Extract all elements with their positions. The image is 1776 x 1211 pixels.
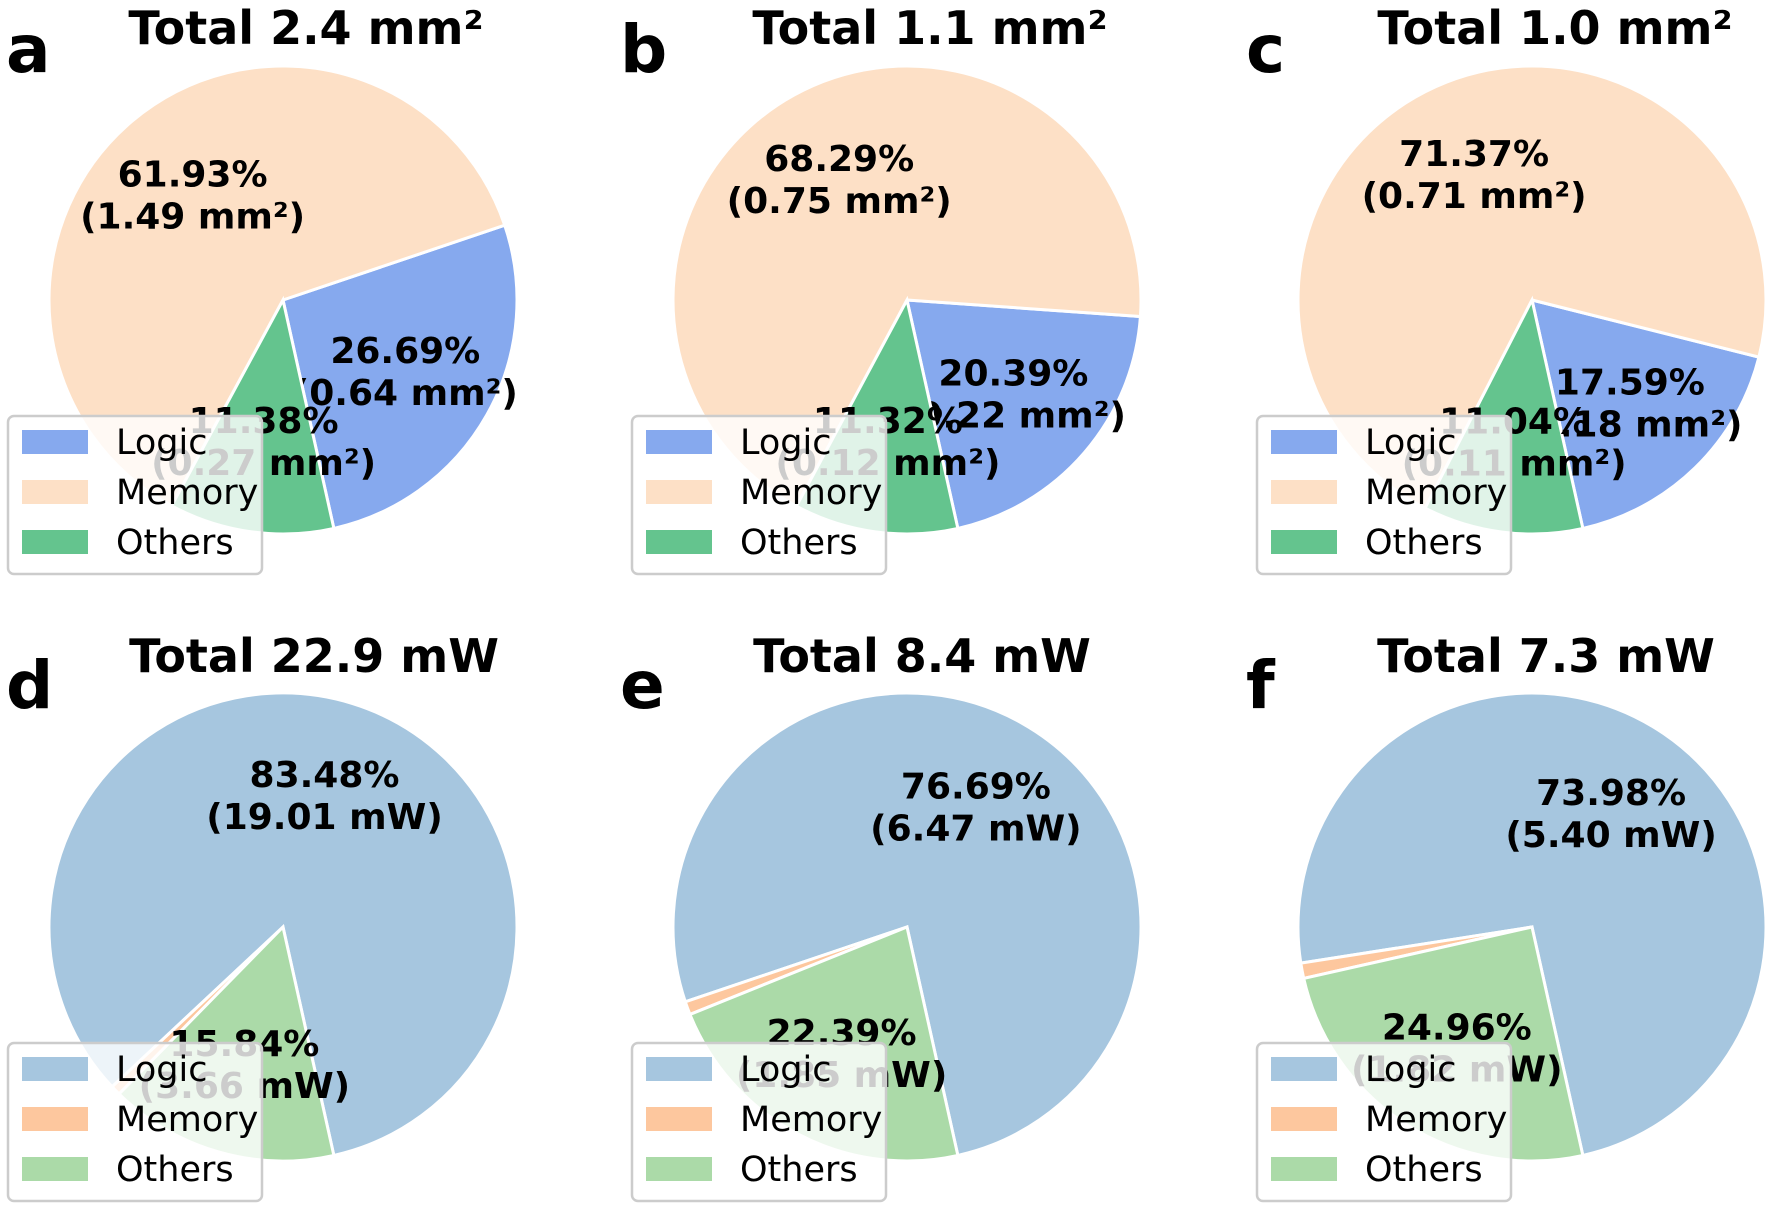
- legend-label-memory: Memory: [740, 473, 882, 513]
- slice-label-logic-value: (6.47 mW): [870, 809, 1081, 850]
- pie-panel-b: 20.39%(0.22 mm²)68.29%(0.75 mm²)11.32%(0…: [620, 1, 1143, 576]
- slice-label-memory-value: (1.49 mm²): [80, 197, 305, 238]
- legend-label-logic: Logic: [116, 1050, 207, 1090]
- panel-letter: d: [6, 647, 53, 724]
- slice-memory: [671, 64, 1143, 509]
- slice-memory: [1296, 64, 1768, 511]
- slice-label-memory-percent: 71.37%: [1399, 134, 1549, 175]
- slice-label-memory-value: (0.71 mm²): [1362, 176, 1587, 217]
- slice-label-memory-percent: 61.93%: [118, 155, 268, 196]
- legend-swatch-logic: [646, 430, 712, 454]
- slice-label-logic-percent: 20.39%: [938, 354, 1088, 395]
- legend-label-memory: Memory: [1365, 473, 1507, 513]
- panel-letter: e: [620, 647, 665, 724]
- legend-swatch-others: [1271, 530, 1337, 554]
- slice-logic: [1530, 297, 1761, 531]
- legend-label-others: Others: [740, 1150, 858, 1190]
- legend-label-memory: Memory: [740, 1100, 882, 1140]
- slice-memory: [47, 64, 507, 508]
- legend-swatch-logic: [22, 1057, 88, 1081]
- legend-label-logic: Logic: [1365, 423, 1456, 463]
- legend-label-others: Others: [116, 1150, 234, 1190]
- legend-swatch-others: [646, 1157, 712, 1181]
- pie-panel-a: 26.69%(0.64 mm²)61.93%(1.49 mm²)11.38%(0…: [6, 1, 519, 576]
- legend-label-memory: Memory: [116, 473, 258, 513]
- legend-swatch-logic: [646, 1057, 712, 1081]
- legend-swatch-memory: [1271, 480, 1337, 504]
- legend-label-others: Others: [1365, 1150, 1483, 1190]
- panel-title: Total 1.0 mm²: [1377, 1, 1732, 55]
- legend: Logic Memory Others: [1255, 414, 1513, 576]
- legend-label-memory: Memory: [116, 1100, 258, 1140]
- panel-title: Total 1.1 mm²: [752, 1, 1107, 55]
- slice-label-memory-percent: 68.29%: [764, 139, 914, 180]
- legend: Logic Memory Others: [1255, 1041, 1513, 1203]
- legend-label-memory: Memory: [1365, 1100, 1507, 1140]
- legend-label-logic: Logic: [116, 423, 207, 463]
- slice-label-logic-percent: 83.48%: [250, 755, 400, 796]
- legend-swatch-others: [22, 1157, 88, 1181]
- slice-label-logic-percent: 26.69%: [330, 331, 480, 372]
- panel-title: Total 2.4 mm²: [128, 1, 483, 55]
- slice-logic: [1296, 691, 1768, 1158]
- panel-letter: b: [620, 11, 667, 88]
- slice-label-memory-value: (0.75 mm²): [727, 181, 952, 222]
- legend: Logic Memory Others: [6, 414, 264, 576]
- panel-title: Total 7.3 mW: [1377, 629, 1715, 683]
- legend: Logic Memory Others: [6, 1041, 264, 1203]
- slice-label-logic-value: (5.40 mW): [1505, 815, 1716, 856]
- slice-label-logic-percent: 17.59%: [1555, 363, 1705, 404]
- slice-logic: [905, 298, 1143, 531]
- panel-title: Total 22.9 mW: [129, 629, 499, 683]
- slice-label-logic-value: (0.22 mm²): [901, 396, 1126, 437]
- slice-logic: [671, 691, 1143, 1158]
- legend-swatch-others: [1271, 1157, 1337, 1181]
- legend-label-logic: Logic: [1365, 1050, 1456, 1090]
- legend-swatch-logic: [1271, 1057, 1337, 1081]
- panel-title: Total 8.4 mW: [753, 629, 1091, 683]
- legend-label-logic: Logic: [740, 1050, 831, 1090]
- legend-swatch-memory: [22, 1107, 88, 1131]
- legend-swatch-logic: [22, 430, 88, 454]
- slice-logic: [281, 223, 519, 531]
- legend: Logic Memory Others: [630, 414, 888, 576]
- legend-swatch-logic: [1271, 430, 1337, 454]
- legend: Logic Memory Others: [630, 1041, 888, 1203]
- pie-panel-c: 17.59%(0.18 mm²)71.37%(0.71 mm²)11.04%(0…: [1246, 1, 1768, 576]
- panel-letter: c: [1246, 11, 1285, 88]
- slice-label-logic-percent: 76.69%: [901, 767, 1051, 808]
- legend-swatch-memory: [646, 480, 712, 504]
- legend-swatch-others: [22, 530, 88, 554]
- slice-logic: [47, 691, 519, 1158]
- legend-swatch-memory: [1271, 1107, 1337, 1131]
- legend-label-others: Others: [1365, 523, 1483, 563]
- legend-swatch-memory: [646, 1107, 712, 1131]
- panel-letter: f: [1246, 647, 1276, 724]
- slice-label-logic-value: (0.64 mm²): [293, 373, 518, 414]
- legend-label-logic: Logic: [740, 423, 831, 463]
- legend-label-others: Others: [740, 523, 858, 563]
- legend-swatch-others: [646, 530, 712, 554]
- legend-swatch-memory: [22, 480, 88, 504]
- slice-label-logic-percent: 73.98%: [1536, 773, 1686, 814]
- legend-label-others: Others: [116, 523, 234, 563]
- panel-letter: a: [6, 11, 51, 88]
- slice-label-logic-value: (19.01 mW): [206, 797, 443, 838]
